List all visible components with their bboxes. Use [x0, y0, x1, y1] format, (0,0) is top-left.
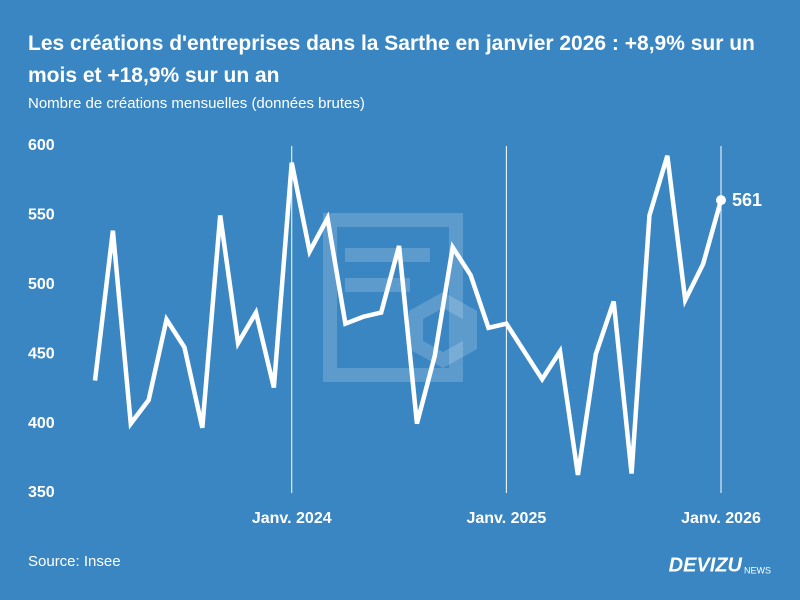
- line: [92, 155, 724, 476]
- y-tick-label: 550: [28, 207, 55, 224]
- watermark: [323, 213, 477, 382]
- brand: DEVIZU: [669, 554, 743, 576]
- chart-subtitle: Nombre de créations mensuelles (données …: [28, 95, 365, 112]
- y-tick-label: 350: [28, 484, 55, 501]
- y-tick-label: 400: [28, 415, 55, 432]
- y-tick-label: 500: [28, 276, 55, 293]
- x-tick-label: Janv. 2025: [466, 510, 546, 527]
- source: Source: Insee: [28, 553, 121, 570]
- x-tick-label: Janv. 2024: [252, 510, 332, 527]
- chart-title: Les créations d'entreprises dans la Sart…: [28, 32, 755, 87]
- y-tick-label: 450: [28, 345, 55, 362]
- end-point: [716, 195, 726, 206]
- data-label: 561: [732, 190, 762, 210]
- x-tick-label: Janv. 2026: [681, 510, 761, 527]
- brand-suffix: NEWS: [744, 565, 771, 575]
- y-tick-label: 600: [28, 137, 55, 154]
